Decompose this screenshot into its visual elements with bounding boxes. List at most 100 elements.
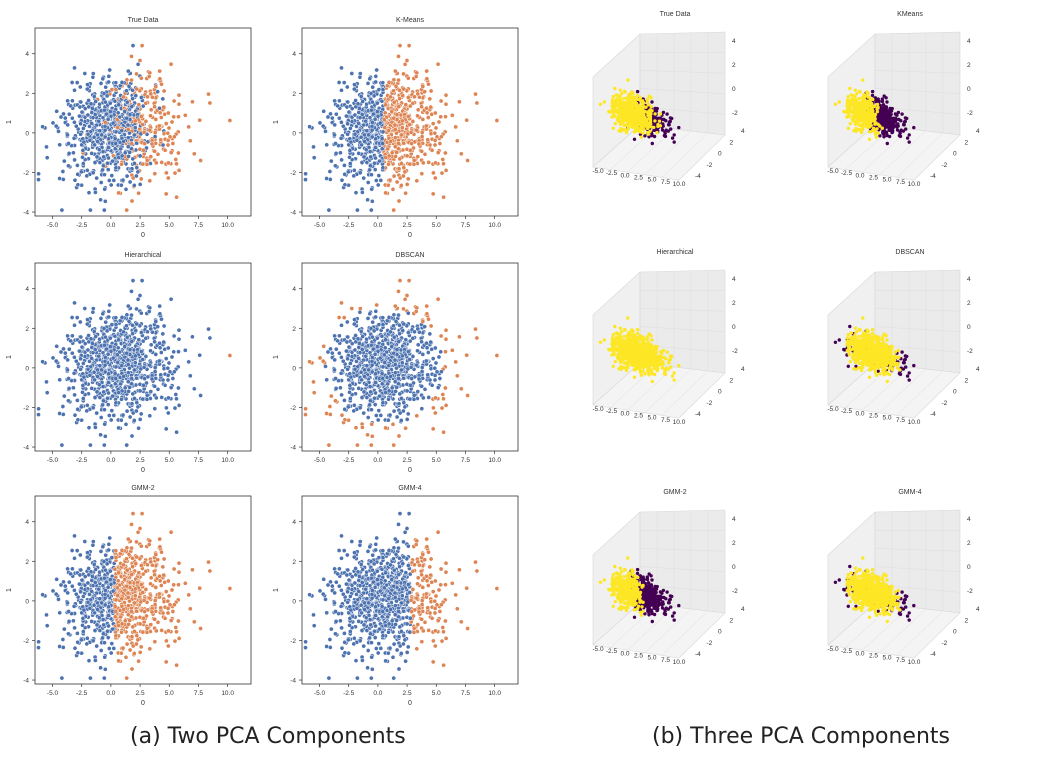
- data-point: [172, 369, 177, 375]
- data-point: [389, 109, 395, 114]
- data-point: [97, 628, 103, 633]
- data-point: [441, 194, 446, 200]
- data-point: [392, 68, 398, 74]
- data-point: [85, 550, 90, 555]
- data-point: [149, 141, 155, 147]
- data-point: [325, 114, 331, 120]
- data-point: [382, 110, 388, 116]
- data-point: [115, 593, 121, 598]
- data-point: [345, 131, 350, 137]
- data-point: [90, 106, 95, 111]
- data-point: [380, 129, 386, 135]
- data-point: [134, 554, 140, 560]
- x-tick-label: 2.5: [136, 222, 145, 229]
- data-point: [458, 619, 464, 625]
- data-point: [336, 80, 342, 85]
- data-point: [105, 351, 111, 357]
- y-tick-label: 4: [292, 286, 296, 293]
- data-point: [124, 323, 129, 329]
- data-point: [380, 364, 386, 370]
- data-point: [56, 129, 61, 134]
- data-point: [356, 355, 362, 361]
- data-point: [152, 134, 158, 139]
- data-point: [373, 73, 379, 79]
- data-point: [143, 335, 149, 341]
- data-point: [134, 539, 139, 545]
- data-point: [356, 386, 362, 391]
- data-point: [40, 359, 45, 365]
- data-point: [156, 358, 162, 364]
- data-point: [329, 115, 335, 121]
- data-point: [176, 114, 181, 120]
- data-point: [100, 384, 106, 389]
- data-point: [364, 395, 370, 400]
- x-tick-label: 10.0: [488, 222, 501, 229]
- data-point: [369, 127, 375, 133]
- data-point: [60, 169, 66, 174]
- data-point: [127, 385, 133, 390]
- data-point: [125, 595, 131, 600]
- data-point: [147, 413, 153, 419]
- data-point: [385, 381, 391, 387]
- data-point: [109, 173, 115, 178]
- data-point: [70, 333, 75, 339]
- data-point: [430, 121, 436, 126]
- data-point: [364, 128, 370, 134]
- data-point: [94, 410, 100, 416]
- data-point: [336, 115, 342, 121]
- data-point: [399, 125, 405, 131]
- data-point: [125, 144, 131, 150]
- data-point: [101, 622, 106, 628]
- data-point: [148, 575, 154, 581]
- data-point: [149, 609, 155, 615]
- data-point: [354, 372, 360, 378]
- data-point: [132, 125, 138, 131]
- data-point: [411, 161, 417, 167]
- data-point: [388, 139, 394, 144]
- data-point: [206, 559, 211, 565]
- data-point: [58, 114, 64, 120]
- data-point: [80, 616, 86, 621]
- data-point: [424, 345, 430, 351]
- data-point: [144, 396, 150, 402]
- data-point: [141, 597, 147, 603]
- data-point: [132, 118, 138, 124]
- data-point: [141, 147, 146, 153]
- data-point: [464, 117, 470, 123]
- data-point: [152, 104, 157, 110]
- data-point: [119, 629, 124, 635]
- data-point: [372, 116, 378, 122]
- data-point: [171, 333, 177, 339]
- data-point: [357, 74, 363, 80]
- data-point: [165, 377, 171, 383]
- data-point: [391, 88, 396, 94]
- data-point: [125, 603, 131, 609]
- data-point: [391, 334, 397, 340]
- data-point: [44, 623, 50, 629]
- data-point: [138, 310, 144, 316]
- data-point: [124, 408, 130, 414]
- data-point: [137, 58, 143, 63]
- data-point: [426, 316, 431, 322]
- data-point: [54, 576, 60, 582]
- data-point: [377, 120, 383, 126]
- data-point: [137, 417, 143, 422]
- data-point: [160, 96, 166, 102]
- data-point: [428, 323, 434, 329]
- data-point: [129, 166, 135, 172]
- data-point: [383, 658, 388, 664]
- data-point: [69, 548, 75, 553]
- data-point: [133, 93, 139, 99]
- data-point: [443, 101, 449, 107]
- data-point: [159, 549, 164, 555]
- data-point: [94, 622, 100, 628]
- data-point: [333, 579, 339, 585]
- data-point: [401, 400, 407, 406]
- data-point: [386, 80, 392, 85]
- data-point: [311, 379, 316, 385]
- data-point: [396, 104, 402, 109]
- x-tick-label: 5.0: [432, 222, 441, 229]
- data-point: [44, 379, 49, 385]
- x-tick-label: -2.5: [76, 457, 88, 464]
- data-point: [118, 381, 124, 387]
